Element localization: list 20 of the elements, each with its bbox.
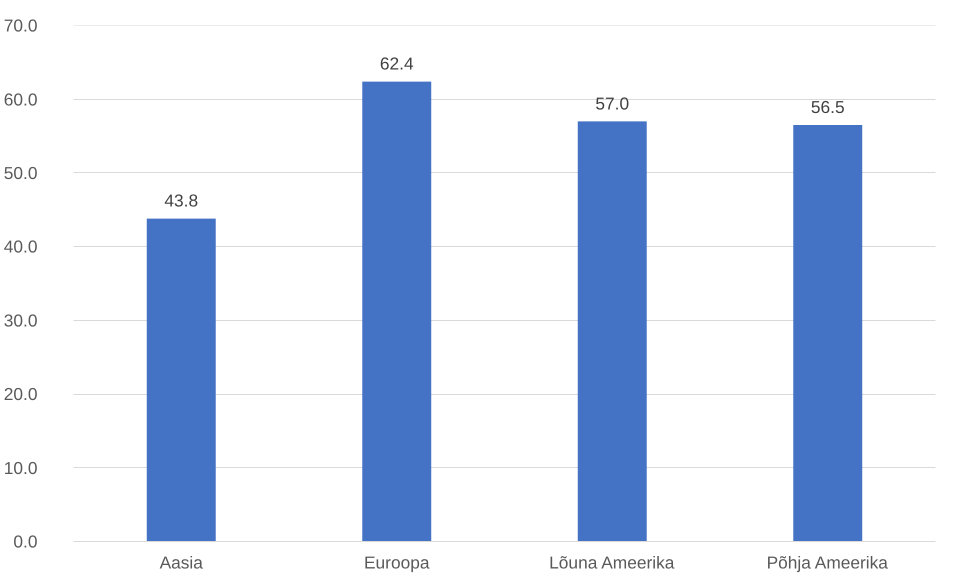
x-tick-label: Lõuna Ameerika bbox=[549, 552, 675, 572]
data-label: 57.0 bbox=[595, 93, 630, 114]
bar bbox=[578, 121, 647, 542]
y-tick-label: 20.0 bbox=[4, 384, 38, 404]
y-tick-label: 70.0 bbox=[4, 16, 38, 36]
bar bbox=[362, 82, 432, 542]
x-tick-label: Euroopa bbox=[364, 552, 430, 572]
data-label: 43.8 bbox=[164, 190, 198, 211]
y-tick-label: 30.0 bbox=[4, 310, 38, 330]
y-tick-label: 60.0 bbox=[4, 89, 38, 110]
y-tick-label: 50.0 bbox=[4, 162, 38, 183]
bar bbox=[146, 218, 216, 542]
x-tick-label: Põhja Ameerika bbox=[766, 552, 888, 572]
bar bbox=[793, 125, 862, 542]
data-label: 62.4 bbox=[380, 54, 414, 74]
y-tick-label: 0.0 bbox=[13, 532, 38, 552]
y-tick-label: 10.0 bbox=[4, 458, 38, 478]
data-label: 56.5 bbox=[810, 97, 845, 118]
y-tick-label: 40.0 bbox=[4, 236, 38, 257]
x-tick-label: Aasia bbox=[160, 552, 204, 572]
